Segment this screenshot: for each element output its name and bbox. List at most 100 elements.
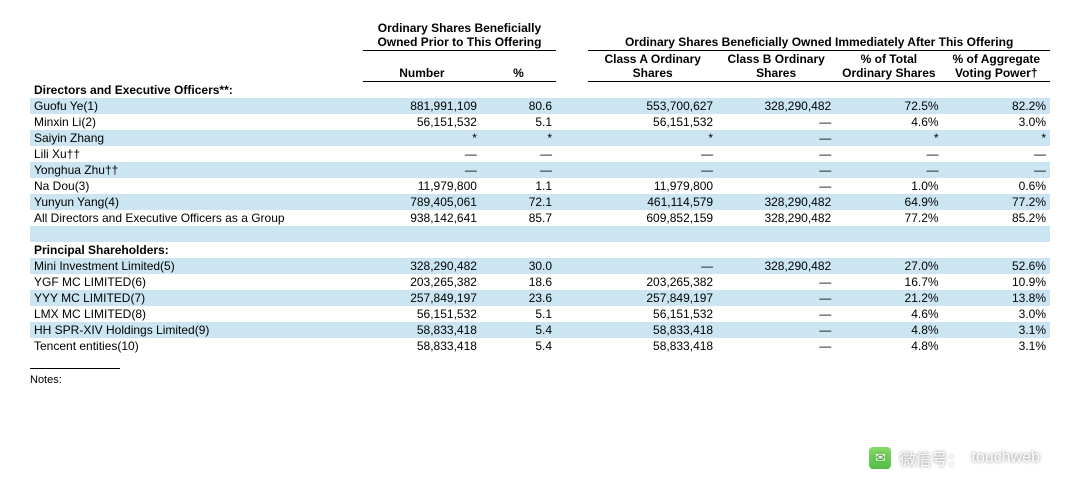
cell-classB: —: [717, 290, 835, 306]
row-name: Guofu Ye(1): [30, 98, 363, 114]
row-name: Na Dou(3): [30, 178, 363, 194]
cell-number: 881,991,109: [363, 98, 481, 114]
cell-pct-voting: 3.0%: [943, 114, 1050, 130]
cell-pct-total: 72.5%: [835, 98, 942, 114]
hdr-prior-group: Ordinary Shares Beneficially Owned Prior…: [363, 20, 556, 51]
cell-pct: —: [481, 162, 556, 178]
cell-pct-voting: 0.6%: [943, 178, 1050, 194]
cell-gap: [556, 290, 588, 306]
cell-classA: 609,852,159: [588, 210, 717, 226]
cell-pct-voting: 52.6%: [943, 258, 1050, 274]
row-name: LMX MC LIMITED(8): [30, 306, 363, 322]
cell-pct-total: 16.7%: [835, 274, 942, 290]
cell-pct: 18.6: [481, 274, 556, 290]
row-name: Yunyun Yang(4): [30, 194, 363, 210]
cell-number: —: [363, 162, 481, 178]
cell-pct-total: 27.0%: [835, 258, 942, 274]
cell-pct: —: [481, 146, 556, 162]
notes-divider: [30, 368, 120, 369]
table-head: Ordinary Shares Beneficially Owned Prior…: [30, 20, 1050, 82]
cell-pct-voting: —: [943, 146, 1050, 162]
cell-pct-total: 4.6%: [835, 114, 942, 130]
cell-pct: 5.4: [481, 322, 556, 338]
cell-gap: [556, 306, 588, 322]
cell-pct: 1.1: [481, 178, 556, 194]
cell-number: 257,849,197: [363, 290, 481, 306]
hdr-classB: Class B Ordinary Shares: [717, 51, 835, 82]
hdr-number: Number: [363, 51, 481, 82]
table-row: HH SPR-XIV Holdings Limited(9) 58,833,418…: [30, 322, 1050, 338]
hdr-pct: %: [481, 51, 556, 82]
table-row: Minxin Li(2)56,151,5325.156,151,532—4.6%…: [30, 114, 1050, 130]
cell-gap: [556, 114, 588, 130]
cell-pct-voting: 82.2%: [943, 98, 1050, 114]
row-name: HH SPR-XIV Holdings Limited(9): [30, 322, 363, 338]
table-row: YGF MC LIMITED(6)203,265,38218.6203,265,…: [30, 274, 1050, 290]
table-row: Lili Xu††——————: [30, 146, 1050, 162]
cell-gap: [556, 194, 588, 210]
table-row: Yunyun Yang(4)789,405,06172.1461,114,579…: [30, 194, 1050, 210]
cell-number: 56,151,532: [363, 306, 481, 322]
cell-pct: 85.7: [481, 210, 556, 226]
cell-classA: *: [588, 130, 717, 146]
cell-classB: —: [717, 274, 835, 290]
cell-gap: [556, 130, 588, 146]
cell-pct-voting: 3.1%: [943, 322, 1050, 338]
cell-classB: —: [717, 306, 835, 322]
cell-classB: —: [717, 338, 835, 354]
cell-pct-voting: 3.1%: [943, 338, 1050, 354]
cell-number: *: [363, 130, 481, 146]
cell-classB: —: [717, 146, 835, 162]
section-header: Principal Shareholders:: [30, 242, 1050, 258]
cell-classB: —: [717, 322, 835, 338]
cell-classA: 56,151,532: [588, 306, 717, 322]
cell-classA: 461,114,579: [588, 194, 717, 210]
cell-pct-total: —: [835, 146, 942, 162]
cell-gap: [556, 146, 588, 162]
table-row: Yonghua Zhu††——————: [30, 162, 1050, 178]
ownership-table: Ordinary Shares Beneficially Owned Prior…: [30, 20, 1050, 354]
hdr-after-group: Ordinary Shares Beneficially Owned Immed…: [588, 20, 1050, 51]
row-name: All Directors and Executive Officers as …: [30, 210, 363, 226]
cell-gap: [556, 322, 588, 338]
cell-classB: 328,290,482: [717, 258, 835, 274]
row-name: YYY MC LIMITED(7): [30, 290, 363, 306]
cell-pct-total: 77.2%: [835, 210, 942, 226]
cell-number: 789,405,061: [363, 194, 481, 210]
cell-classA: —: [588, 258, 717, 274]
cell-classA: —: [588, 162, 717, 178]
cell-number: 58,833,418: [363, 338, 481, 354]
section-header: Directors and Executive Officers**:: [30, 82, 1050, 99]
cell-pct: 5.1: [481, 306, 556, 322]
wechat-icon: ✉: [869, 447, 891, 469]
row-name: Mini Investment Limited(5): [30, 258, 363, 274]
cell-gap: [556, 338, 588, 354]
cell-classB: —: [717, 162, 835, 178]
watermark-prefix: 微信号：: [899, 446, 963, 470]
cell-number: —: [363, 146, 481, 162]
cell-pct: 23.6: [481, 290, 556, 306]
cell-pct-voting: 10.9%: [943, 274, 1050, 290]
table-row: All Directors and Executive Officers as …: [30, 210, 1050, 226]
cell-classB: —: [717, 114, 835, 130]
cell-classB: 328,290,482: [717, 98, 835, 114]
cell-pct-voting: 3.0%: [943, 306, 1050, 322]
cell-pct: 30.0: [481, 258, 556, 274]
cell-gap: [556, 162, 588, 178]
cell-classA: 257,849,197: [588, 290, 717, 306]
row-name: Yonghua Zhu††: [30, 162, 363, 178]
row-name: YGF MC LIMITED(6): [30, 274, 363, 290]
table-row: Tencent entities(10)58,833,4185.458,833,…: [30, 338, 1050, 354]
cell-classA: 56,151,532: [588, 114, 717, 130]
cell-pct-voting: *: [943, 130, 1050, 146]
cell-classA: 58,833,418: [588, 322, 717, 338]
table-row: Mini Investment Limited(5) 328,290,482 30.…: [30, 258, 1050, 274]
cell-pct-total: 4.6%: [835, 306, 942, 322]
table-row: Saiyin Zhang***—**: [30, 130, 1050, 146]
cell-pct-total: 4.8%: [835, 322, 942, 338]
row-name: Tencent entities(10): [30, 338, 363, 354]
cell-pct-voting: 85.2%: [943, 210, 1050, 226]
cell-gap: [556, 98, 588, 114]
row-name: Lili Xu††: [30, 146, 363, 162]
row-name: Minxin Li(2): [30, 114, 363, 130]
